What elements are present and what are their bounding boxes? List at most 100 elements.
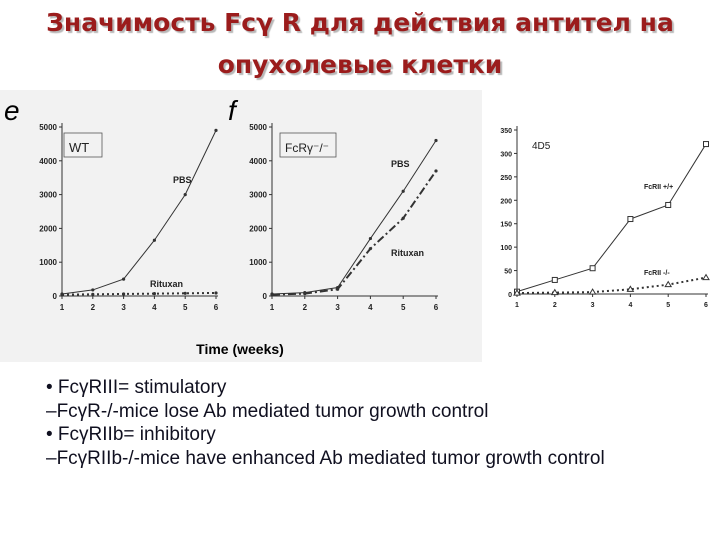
y-tick-label: 3000 (249, 191, 267, 200)
y-tick-label: 1000 (39, 258, 57, 267)
series-label: Rituxan (391, 248, 424, 258)
y-tick-label: 200 (500, 198, 512, 205)
series-label: PBS (391, 159, 410, 169)
y-tick-label: 350 (500, 128, 512, 135)
data-point (60, 293, 64, 297)
series-line (516, 276, 707, 295)
data-point (368, 247, 372, 251)
x-tick-label: 6 (434, 303, 439, 312)
data-point (401, 189, 405, 193)
series-label: Rituxan (150, 279, 183, 289)
panel-letter-e: e (4, 95, 20, 126)
y-tick-label: 50 (504, 269, 512, 276)
data-point (270, 293, 274, 297)
data-point (703, 141, 709, 148)
slide-title: Значимость Fcγ R для действия антител на… (0, 2, 720, 86)
data-point (122, 277, 126, 281)
data-point (152, 238, 156, 242)
condition-label: FcRγ⁻/⁻ (285, 141, 329, 155)
chart-wt: 0 1000 2000 3000 4000 5000 1 2 3 4 5 6 WT PBS Rituxan (39, 123, 219, 312)
data-point (183, 193, 187, 197)
y-tick-label: 2000 (249, 224, 267, 233)
x-tick-label: 3 (335, 303, 340, 312)
condition-box (63, 132, 103, 158)
x-tick-label: 5 (401, 303, 406, 312)
x-tick-label: 3 (591, 302, 595, 309)
data-point (91, 292, 95, 296)
x-tick-label: 5 (183, 303, 188, 312)
slide-title-line2: опухолевые клетки (217, 50, 503, 79)
x-tick-label: 4 (628, 302, 632, 309)
x-tick-label: 1 (515, 302, 519, 309)
bullet-item: –FcγR-/-mice lose Ab mediated tumor grow… (46, 400, 489, 422)
data-point (336, 287, 340, 291)
x-tick-label: 2 (303, 303, 308, 312)
y-tick-label: 0 (263, 292, 268, 301)
x-tick-label: 6 (214, 303, 219, 312)
x-tick-label: 6 (704, 302, 708, 309)
condition-label: WT (69, 140, 89, 155)
data-point (588, 288, 597, 295)
data-point (664, 280, 673, 288)
bullet-list: • FcγRIII= stimulatory –FcγR-/-mice lose… (46, 376, 706, 470)
series-label: PBS (173, 175, 192, 185)
x-tick-label: 3 (121, 303, 126, 312)
series-line (516, 143, 707, 293)
y-tick-label: 150 (500, 222, 512, 229)
shared-x-axis-label: Time (weeks) (196, 341, 284, 357)
data-point (303, 292, 307, 296)
series-line (61, 130, 217, 295)
data-point (401, 216, 405, 220)
series-line (61, 291, 217, 296)
data-point (513, 289, 521, 296)
x-tick-label: 1 (60, 303, 65, 312)
data-point (183, 291, 187, 295)
y-tick-label: 3000 (39, 191, 57, 200)
y-tick-label: 5000 (39, 123, 57, 132)
y-tick-label: 250 (500, 175, 512, 182)
y-tick-label: 1000 (249, 258, 267, 267)
bullet-item: • FcγRIIb= inhibitory (46, 424, 216, 445)
series-label: FcRII +/+ (644, 184, 673, 191)
panel-letter-f: f (228, 95, 239, 126)
series-label: FcRII -/- (644, 270, 670, 277)
data-point (551, 276, 558, 283)
data-point (214, 128, 218, 132)
data-point (368, 236, 372, 241)
figure-left: e f 0 1000 2000 3000 4000 5000 1 2 3 4 5 6 WT PBS Ritu… (0, 90, 482, 362)
data-point (122, 292, 126, 296)
y-tick-label: 0 (53, 292, 58, 301)
condition-label: 4D5 (532, 141, 551, 152)
figure-right: 0 50 100 150 200 250 300 350 1 2 3 4 5 6 4D5 FcRII +/+ F… (487, 112, 713, 326)
bullet-item: • FcγRIII= stimulatory (46, 377, 227, 398)
slide-title-line1: Значимость Fcγ R для действия антител на (46, 8, 674, 37)
x-tick-label: 4 (152, 303, 157, 312)
x-tick-label: 1 (270, 303, 275, 312)
chart-4d5: 0 50 100 150 200 250 300 350 1 2 3 4 5 6 4D5 FcRII +/+ F… (500, 126, 710, 309)
data-point (665, 201, 672, 208)
x-tick-label: 2 (91, 303, 96, 312)
data-point (91, 288, 95, 292)
data-point (550, 288, 559, 296)
y-tick-label: 5000 (249, 123, 267, 132)
data-point (626, 285, 635, 292)
data-point (214, 291, 218, 295)
data-point (627, 216, 634, 223)
data-point (434, 169, 438, 173)
data-point (702, 273, 710, 281)
y-tick-label: 4000 (249, 157, 267, 166)
x-tick-label: 5 (666, 302, 670, 309)
y-tick-label: 0 (508, 292, 512, 299)
bullet-item: –FcγRIIb-/-mice have enhanced Ab mediate… (46, 447, 605, 469)
series-line (271, 170, 437, 296)
x-tick-label: 2 (553, 302, 557, 309)
data-point (434, 138, 438, 143)
series-line (271, 140, 437, 295)
data-point (589, 265, 596, 272)
condition-box (279, 132, 337, 158)
y-tick-label: 4000 (39, 157, 57, 166)
data-point (152, 292, 156, 296)
chart-fcr-knockout: 0 1000 2000 3000 4000 5000 1 2 3 4 5 6 FcRγ⁻/⁻ PBS Rit… (249, 123, 439, 312)
y-tick-label: 100 (500, 245, 512, 252)
y-tick-label: 2000 (39, 224, 57, 233)
